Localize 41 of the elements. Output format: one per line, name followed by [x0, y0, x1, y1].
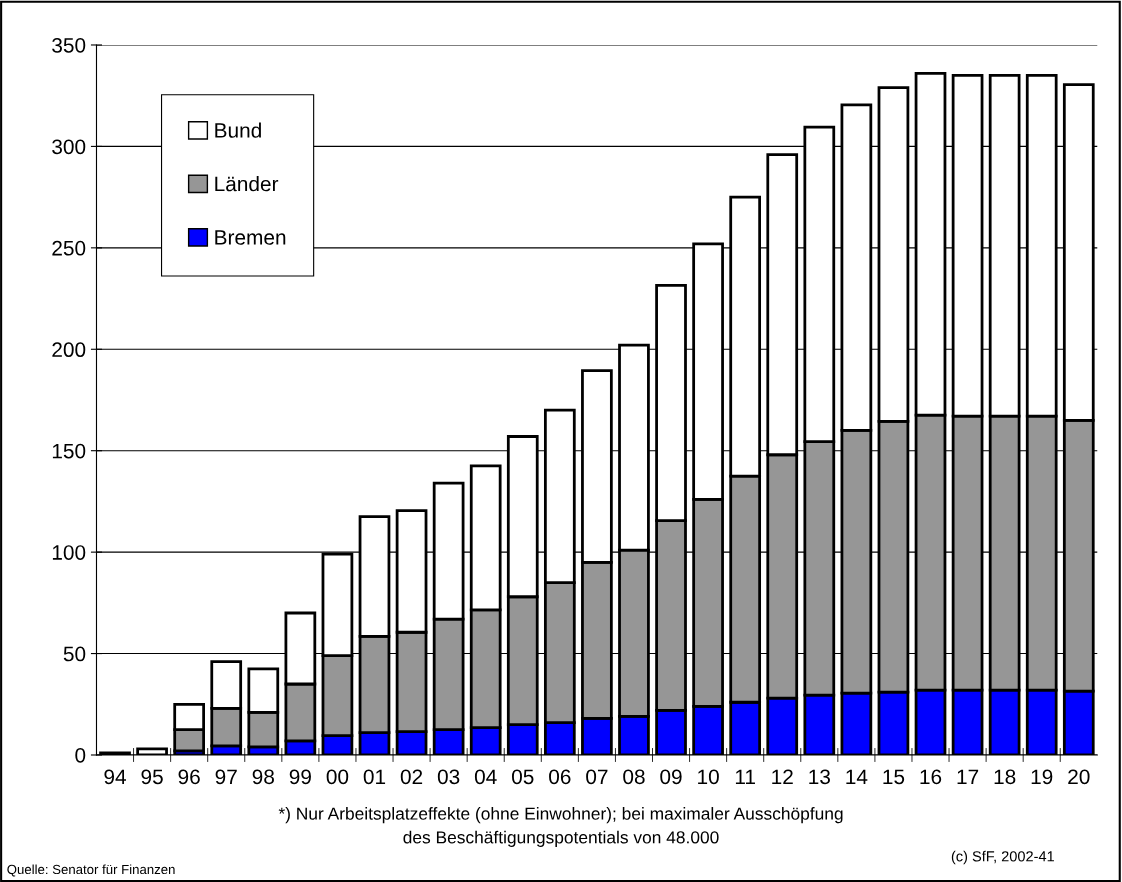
- x-tick-label: 18: [994, 769, 1016, 785]
- y-tick-label: 100: [52, 545, 86, 560]
- y-tick-label: 300: [52, 139, 86, 155]
- x-tick-label: 11: [735, 769, 755, 784]
- x-tick-label: 00: [326, 769, 349, 785]
- x-tick-label: 04: [474, 769, 497, 785]
- text: *) Nur Arbeitsplatzeffekte (ohne Einwohner); bei maximaler Ausschöpfung des Beschäftigungspotentials von 48.000: [278, 807, 843, 847]
- x-tick-label: 02: [400, 769, 423, 785]
- x-tick-label: 19: [1031, 769, 1053, 785]
- x-tick-label: 09: [660, 769, 682, 785]
- y-tick-label: 150: [52, 443, 86, 459]
- x-tick-label: 14: [846, 769, 868, 784]
- x-tick-label: 94: [104, 769, 126, 785]
- x-tick-label: 13: [809, 769, 830, 785]
- x-tick-label: 98: [252, 769, 274, 785]
- x-tick-label: 96: [178, 769, 200, 785]
- x-tick-label: 10: [698, 769, 719, 785]
- x-tick-label: 99: [289, 769, 311, 785]
- x-tick-label: 07: [586, 769, 608, 785]
- y-tick-label: 0: [75, 747, 86, 763]
- y-tick-label: 350: [52, 37, 86, 53]
- x-tick-label: 20: [1068, 769, 1090, 785]
- source-note: Quelle: Senator für Finanzen: [7, 864, 175, 877]
- x-tick-label: 05: [512, 769, 534, 785]
- x-tick-label: 08: [623, 769, 645, 785]
- x-tick-label: 01: [363, 769, 386, 785]
- x-tick-label: 06: [549, 769, 571, 785]
- y-tick-label: 200: [52, 342, 86, 358]
- x-tick-label: 12: [772, 769, 793, 784]
- legend-label: Länder: [215, 175, 279, 192]
- text: (c) SfF, 2002-41: [951, 850, 1054, 865]
- x-tick-label: 97: [215, 769, 237, 785]
- x-tick-label: 95: [141, 769, 163, 785]
- x-tick-label: 16: [920, 769, 942, 785]
- x-tick-label: 03: [437, 769, 460, 785]
- legend-label: Bremen: [215, 230, 286, 245]
- y-tick-label: 250: [52, 240, 86, 256]
- x-tick-label: 15: [883, 769, 905, 785]
- y-tick-label: 50: [63, 646, 86, 662]
- legend-label: Bund: [215, 122, 261, 138]
- x-tick-label: 17: [957, 769, 979, 784]
